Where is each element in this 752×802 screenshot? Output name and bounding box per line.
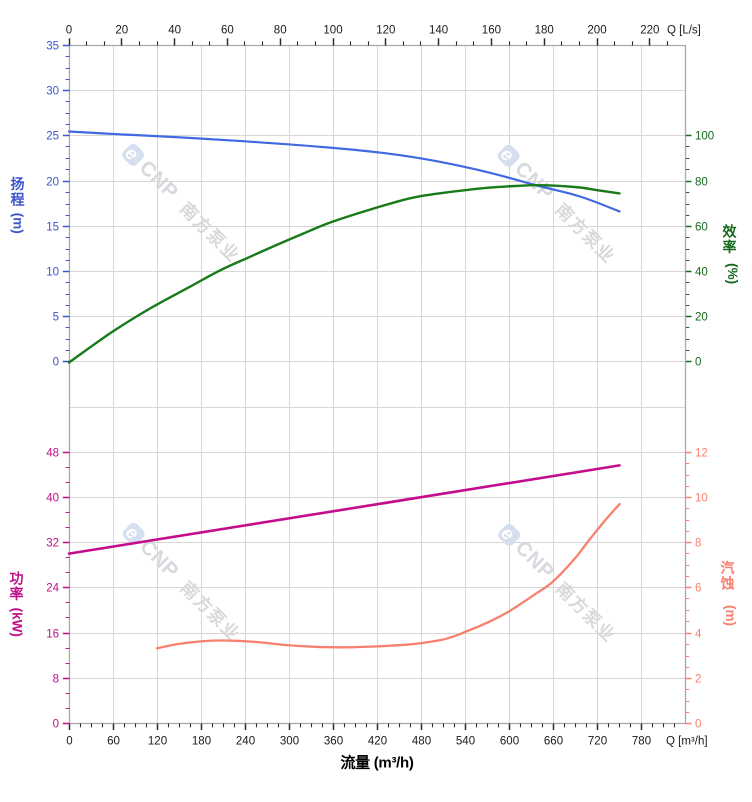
svg-text:蚀: 蚀 [720, 576, 735, 592]
svg-text:0: 0 [53, 357, 59, 369]
svg-text:20: 20 [695, 312, 708, 324]
svg-text:功: 功 [10, 571, 24, 587]
svg-text:300: 300 [280, 736, 299, 748]
svg-text:效: 效 [723, 224, 738, 240]
svg-text:120: 120 [376, 25, 395, 37]
svg-text:10: 10 [46, 267, 59, 279]
svg-text:20: 20 [46, 177, 59, 189]
svg-text:32: 32 [46, 538, 59, 550]
svg-text:率: 率 [10, 586, 24, 602]
svg-text:南方泵业: 南方泵业 [176, 198, 244, 266]
svg-text:10: 10 [695, 493, 708, 505]
svg-text:流量 (m³/h): 流量 (m³/h) [340, 754, 413, 772]
svg-text:480: 480 [412, 736, 431, 748]
svg-text:80: 80 [695, 177, 708, 189]
svg-text:(kW): (kW) [10, 608, 25, 637]
svg-text:0: 0 [695, 719, 701, 731]
svg-text:160: 160 [482, 25, 501, 37]
svg-text:扬: 扬 [11, 176, 25, 192]
svg-text:120: 120 [148, 736, 167, 748]
svg-text:140: 140 [429, 25, 448, 37]
svg-text:48: 48 [46, 448, 59, 460]
svg-text:60: 60 [107, 736, 120, 748]
svg-text:(m): (m) [723, 605, 738, 626]
svg-text:16: 16 [46, 629, 59, 641]
svg-text:40: 40 [695, 267, 708, 279]
svg-text:240: 240 [236, 736, 255, 748]
svg-text:Q [L/s]: Q [L/s] [667, 25, 701, 37]
svg-text:0: 0 [695, 357, 701, 369]
svg-text:420: 420 [368, 736, 387, 748]
svg-text:率: 率 [723, 239, 737, 255]
svg-text:180: 180 [535, 25, 554, 37]
svg-text:Q [m³/h]: Q [m³/h] [666, 736, 708, 748]
svg-text:汽: 汽 [721, 560, 735, 576]
svg-text:8: 8 [695, 538, 701, 550]
svg-text:(%): (%) [725, 263, 740, 284]
svg-text:0: 0 [66, 25, 72, 37]
svg-text:2: 2 [695, 674, 701, 686]
svg-text:20: 20 [115, 25, 128, 37]
svg-text:12: 12 [695, 448, 708, 460]
svg-text:80: 80 [274, 25, 287, 37]
svg-text:15: 15 [46, 222, 59, 234]
svg-text:40: 40 [168, 25, 181, 37]
svg-text:720: 720 [588, 736, 607, 748]
svg-text:600: 600 [500, 736, 519, 748]
svg-text:660: 660 [544, 736, 563, 748]
svg-text:(m): (m) [11, 213, 26, 234]
svg-text:200: 200 [587, 25, 606, 37]
svg-text:CNP: CNP [135, 156, 183, 204]
svg-text:360: 360 [324, 736, 343, 748]
svg-text:0: 0 [53, 719, 59, 731]
svg-text:8: 8 [53, 674, 59, 686]
svg-text:780: 780 [632, 736, 651, 748]
svg-text:25: 25 [46, 131, 59, 143]
svg-text:5: 5 [53, 312, 59, 324]
svg-text:60: 60 [221, 25, 234, 37]
svg-text:540: 540 [456, 736, 475, 748]
svg-text:35: 35 [46, 41, 59, 53]
svg-text:40: 40 [46, 493, 59, 505]
svg-text:60: 60 [695, 222, 708, 234]
svg-text:4: 4 [695, 629, 702, 641]
svg-text:程: 程 [11, 191, 25, 207]
svg-text:180: 180 [192, 736, 211, 748]
svg-text:CNP: CNP [511, 536, 559, 584]
svg-text:100: 100 [323, 25, 342, 37]
svg-text:6: 6 [695, 583, 701, 595]
svg-text:南方泵业: 南方泵业 [551, 199, 619, 267]
svg-text:220: 220 [640, 25, 659, 37]
svg-text:南方泵业: 南方泵业 [552, 578, 620, 646]
svg-text:30: 30 [46, 86, 59, 98]
svg-text:0: 0 [66, 736, 72, 748]
svg-text:100: 100 [695, 131, 714, 143]
svg-text:24: 24 [46, 583, 59, 595]
